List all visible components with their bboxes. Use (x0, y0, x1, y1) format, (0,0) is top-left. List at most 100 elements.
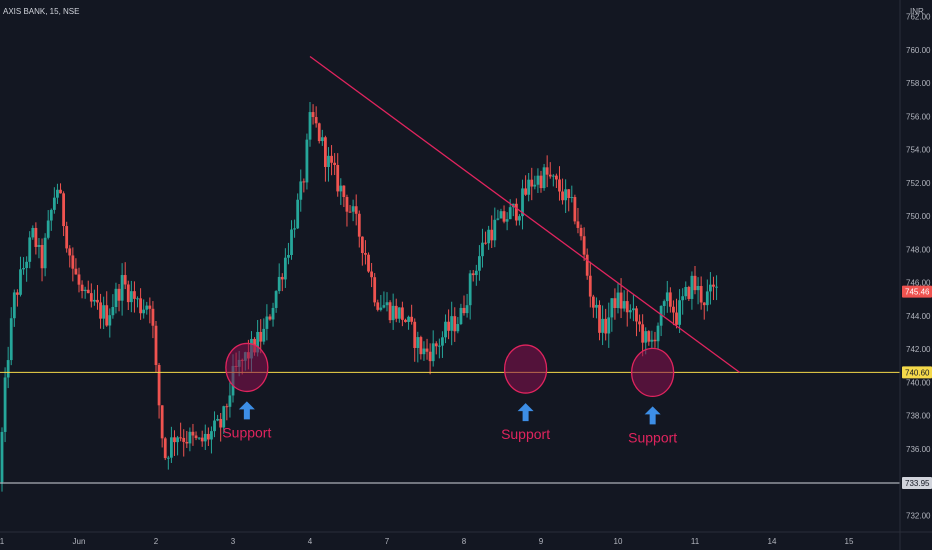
candle-body (96, 299, 99, 303)
candle-body (598, 304, 601, 333)
candle-body (478, 256, 481, 271)
candle-body (151, 308, 155, 326)
candle-body (126, 284, 130, 303)
price-tag (902, 285, 932, 298)
x-tick-label: 7 (385, 537, 390, 546)
candle-body (173, 437, 176, 443)
candle-body (191, 431, 195, 436)
support-label: Support (628, 429, 677, 445)
candle-body (99, 302, 102, 319)
candle-body (311, 112, 315, 118)
candle-body (80, 284, 84, 292)
x-tick-label: Jun (73, 537, 86, 546)
candle-body (555, 175, 558, 180)
price-tag (902, 366, 932, 379)
candle-body (16, 292, 19, 295)
price-tag-label: 740.60 (905, 368, 930, 377)
candle-body (271, 307, 275, 320)
candle-body (19, 269, 22, 295)
candle-body (228, 395, 232, 407)
candle-body (628, 310, 632, 313)
candle-body (437, 345, 441, 347)
candle-body (715, 286, 718, 288)
x-tick-label: 3 (231, 537, 236, 546)
candle-body (145, 305, 149, 310)
candle-body (0, 431, 4, 483)
candle-body (213, 420, 216, 432)
price-tag (902, 476, 932, 489)
y-tick-label: 746.00 (906, 279, 931, 288)
candle-body (367, 254, 370, 272)
trendline[interactable] (309, 56, 741, 373)
candle-body (9, 318, 13, 361)
y-tick-label: 758.00 (906, 79, 931, 88)
candle-body (588, 275, 592, 297)
candle-body (262, 328, 266, 342)
candle-body (690, 275, 694, 299)
candle-body (216, 418, 219, 421)
candle-body (93, 299, 96, 302)
candle-body (610, 298, 614, 318)
support-circle[interactable] (503, 344, 548, 394)
candle-body (653, 339, 657, 342)
candle-body (188, 431, 192, 444)
candle-body (665, 292, 669, 302)
candle-body (225, 406, 229, 408)
candle-body (40, 245, 44, 269)
candle-body (702, 302, 706, 306)
candle-body (305, 139, 309, 183)
candle-body (37, 245, 41, 247)
candle-body (548, 174, 552, 177)
candle-body (502, 211, 506, 222)
candle-body (197, 437, 201, 439)
candle-body (133, 291, 136, 299)
candle-body (699, 286, 703, 303)
candle-body (129, 291, 133, 303)
candle-body (163, 438, 167, 459)
candle-body (444, 321, 447, 338)
candle-body (108, 315, 112, 326)
candle-body (450, 316, 454, 331)
candle-body (308, 112, 312, 140)
candles-layer (0, 101, 718, 492)
candle-body (74, 268, 78, 275)
candle-body (576, 221, 580, 228)
candle-body (650, 339, 654, 342)
candle-body (46, 220, 50, 238)
support-circle[interactable] (225, 342, 269, 393)
candle-body (434, 343, 438, 347)
candle-body (160, 405, 164, 439)
candle-body (136, 298, 139, 300)
candle-body (616, 292, 620, 309)
support-circle[interactable] (631, 347, 675, 398)
candle-body (570, 197, 574, 199)
candle-body (505, 219, 509, 222)
candle-body (345, 197, 349, 212)
support-label: Support (501, 426, 550, 442)
candle-body (105, 305, 109, 326)
candle-body (327, 155, 330, 167)
x-tick-label: 8 (462, 537, 467, 546)
candle-body (185, 441, 189, 444)
candle-body (49, 209, 53, 221)
candle-body (514, 203, 518, 221)
candle-body (290, 229, 293, 256)
candle-body (324, 137, 327, 167)
candle-body (404, 319, 407, 322)
candle-body (385, 302, 389, 306)
candle-body (662, 301, 666, 306)
candle-body (428, 351, 432, 362)
candle-body (401, 307, 404, 320)
time-axis[interactable]: 1 Jun 2 3 4 7 8 9 10 11 14 15 (0, 537, 854, 546)
candle-body (394, 305, 398, 319)
candle-body (607, 317, 611, 334)
candle-body (481, 242, 484, 257)
candle-body (219, 418, 223, 428)
candle-body (379, 307, 383, 310)
y-tick-label: 754.00 (906, 146, 931, 155)
candle-body (419, 337, 423, 355)
candle-body (200, 437, 204, 442)
candle-body (668, 292, 672, 307)
